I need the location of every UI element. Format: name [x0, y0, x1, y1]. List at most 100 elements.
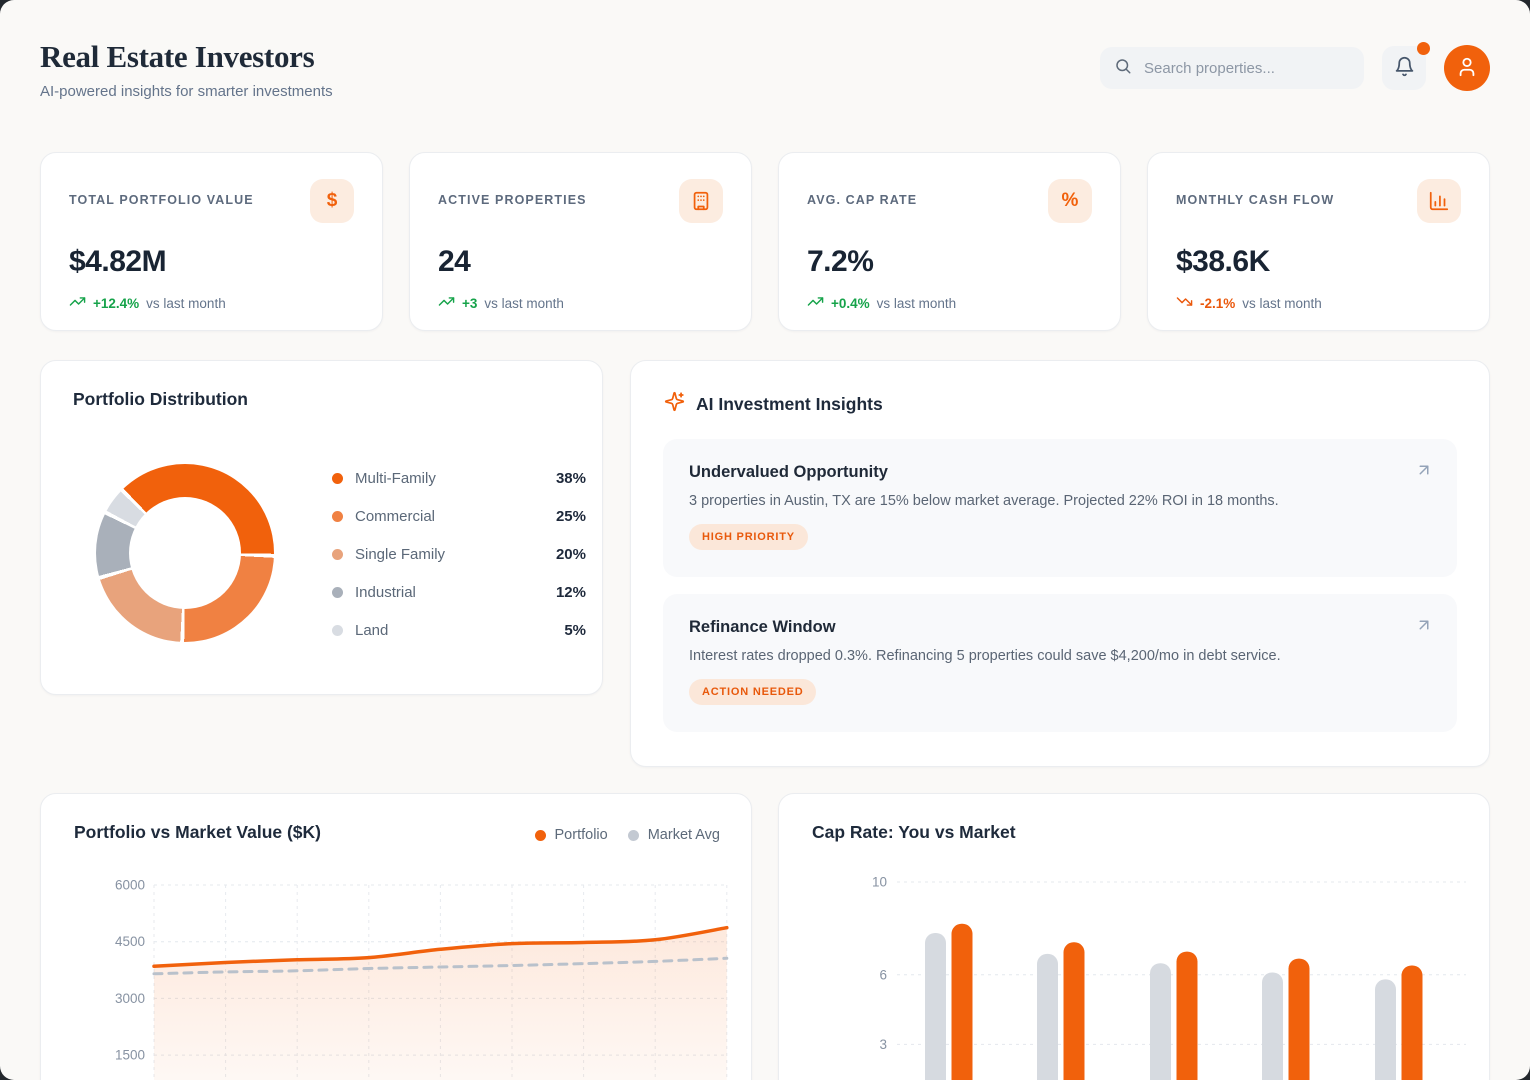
legend-label: Multi-Family	[355, 469, 436, 487]
trending-up-icon	[69, 293, 86, 313]
insight-description: 3 properties in Austin, TX are 15% below…	[689, 493, 1279, 509]
dollar-icon: $	[310, 179, 354, 223]
arrow-up-right-icon[interactable]	[1415, 461, 1433, 484]
legend-dot	[332, 624, 343, 636]
page-subtitle: AI-powered insights for smarter investme…	[40, 83, 333, 101]
search-icon	[1114, 57, 1132, 80]
legend-label: Land	[355, 621, 389, 639]
percent-icon: %	[1048, 179, 1092, 223]
legend-item-land: Land 5%	[332, 611, 586, 649]
legend-item-commercial: Commercial 25%	[332, 497, 586, 535]
header-titles: Real Estate Investors AI-powered insight…	[40, 39, 333, 101]
stat-change-value: +0.4%	[831, 295, 870, 311]
insight-title: Refinance Window	[689, 618, 836, 636]
building-icon	[679, 179, 723, 223]
stat-top: AVG. CAP RATE%	[807, 179, 1092, 223]
stat-change-value: -2.1%	[1200, 295, 1236, 311]
stat-value: 24	[438, 245, 471, 278]
legend-item-industrial: Industrial 12%	[332, 573, 586, 611]
portfolio-vs-market-card: Portfolio vs Market Value ($K) Portfolio…	[40, 793, 752, 1080]
legend-value: 38%	[555, 469, 586, 487]
legend-item-portfolio: Portfolio	[534, 827, 608, 843]
stat-card-active-properties: ACTIVE PROPERTIES 24 +3 vs last month	[409, 152, 752, 331]
stat-value: $38.6K	[1176, 245, 1270, 278]
search-box[interactable]	[1100, 47, 1364, 89]
legend-label: Market Avg	[647, 827, 720, 843]
trending-up-icon	[807, 293, 824, 313]
sparkles-icon	[664, 391, 685, 417]
legend-dot	[332, 472, 343, 484]
stat-change-period: vs last month	[1242, 295, 1322, 311]
svg-text:1500: 1500	[115, 1048, 145, 1063]
portfolio-distribution-card: Portfolio Distribution Multi-Family 38% Co…	[40, 360, 603, 695]
insight-card-refinance-window[interactable]: Refinance Window Interest rates dropped 0…	[663, 594, 1457, 732]
stats-row: TOTAL PORTFOLIO VALUE $ $4.82M +12.4% vs las…	[40, 152, 1490, 331]
page-title: Real Estate Investors	[40, 39, 315, 74]
stat-top: TOTAL PORTFOLIO VALUE $	[69, 179, 354, 223]
legend-dot	[332, 548, 343, 560]
ai-insights-header: AI Investment Insights	[664, 391, 883, 417]
user-icon	[1456, 56, 1478, 81]
ai-insights-card: AI Investment Insights Undervalued Oppor…	[630, 360, 1490, 767]
header: Real Estate Investors AI-powered insight…	[40, 39, 1490, 101]
legend-dot	[534, 829, 546, 841]
stat-change: -2.1% vs last month	[1176, 293, 1461, 313]
avatar-button[interactable]	[1444, 45, 1490, 91]
legend-item-single-family: Single Family 20%	[332, 535, 586, 573]
legend-value: 20%	[555, 545, 586, 563]
stat-change-period: vs last month	[484, 295, 564, 311]
legend-dot	[627, 829, 639, 841]
notification-dot	[1417, 42, 1430, 55]
stat-card-avg-cap-rate: AVG. CAP RATE% 7.2% +0.4% vs last month	[778, 152, 1121, 331]
stat-value: $4.82M	[69, 245, 167, 278]
stat-label: MONTHLY CASH FLOW	[1176, 193, 1335, 207]
stat-change-value: +12.4%	[93, 295, 140, 311]
legend-dot	[332, 586, 343, 598]
header-actions	[1100, 42, 1490, 91]
stat-top: ACTIVE PROPERTIES	[438, 179, 723, 223]
search-input[interactable]	[1142, 58, 1350, 78]
line-chart-legend: Portfolio Market Avg	[534, 827, 720, 843]
svg-text:4500: 4500	[115, 934, 145, 949]
bar-chart-title: Cap Rate: You vs Market	[812, 822, 1016, 842]
stat-change-period: vs last month	[876, 295, 957, 311]
bell-icon	[1394, 56, 1415, 80]
legend-item-market-avg: Market Avg	[627, 827, 720, 843]
stat-change-value: +3	[462, 295, 478, 311]
stat-value: 7.2%	[807, 245, 874, 278]
stat-card-total-portfolio-value: TOTAL PORTFOLIO VALUE $ $4.82M +12.4% vs las…	[40, 152, 383, 331]
priority-badge: HIGH PRIORITY	[689, 524, 808, 550]
stat-label: TOTAL PORTFOLIO VALUE	[69, 193, 254, 207]
svg-text:3000: 3000	[115, 991, 145, 1006]
cap-rate-card: Cap Rate: You vs Market 10 6 3	[778, 793, 1490, 1080]
trending-up-icon	[438, 293, 455, 313]
svg-text:3: 3	[879, 1037, 887, 1052]
legend-label: Single Family	[355, 545, 446, 563]
insight-card-undervalued-opportunity[interactable]: Undervalued Opportunity 3 properties in A…	[663, 439, 1457, 577]
legend-value: 25%	[555, 507, 586, 525]
legend-label: Portfolio	[554, 827, 608, 843]
insight-description: Interest rates dropped 0.3%. Refinancing…	[689, 648, 1281, 664]
stat-card-monthly-cash-flow: MONTHLY CASH FLOW $38.6K -2.1% vs last mont…	[1147, 152, 1490, 331]
stat-top: MONTHLY CASH FLOW	[1176, 179, 1461, 223]
insights-list: Undervalued Opportunity 3 properties in A…	[663, 439, 1457, 732]
legend-value: 5%	[564, 621, 586, 639]
notifications-button[interactable]	[1382, 42, 1430, 90]
stat-label: ACTIVE PROPERTIES	[438, 193, 587, 207]
line-chart-title: Portfolio vs Market Value ($K)	[74, 822, 322, 842]
svg-text:6000: 6000	[115, 878, 145, 893]
bar-chart-icon	[1417, 179, 1461, 223]
svg-text:10: 10	[872, 875, 887, 890]
stat-change: +3 vs last month	[438, 293, 723, 313]
svg-text:6: 6	[879, 967, 887, 982]
legend-dot	[332, 510, 343, 522]
arrow-up-right-icon[interactable]	[1415, 616, 1433, 639]
stat-label: AVG. CAP RATE	[807, 193, 918, 207]
trending-down-icon	[1176, 293, 1193, 313]
insight-title: Undervalued Opportunity	[689, 463, 888, 481]
donut-legend: Multi-Family 38% Commercial 25% Single Famil…	[332, 459, 586, 649]
legend-value: 12%	[555, 583, 586, 601]
portfolio-distribution-title: Portfolio Distribution	[73, 389, 248, 409]
priority-badge: ACTION NEEDED	[689, 679, 817, 705]
